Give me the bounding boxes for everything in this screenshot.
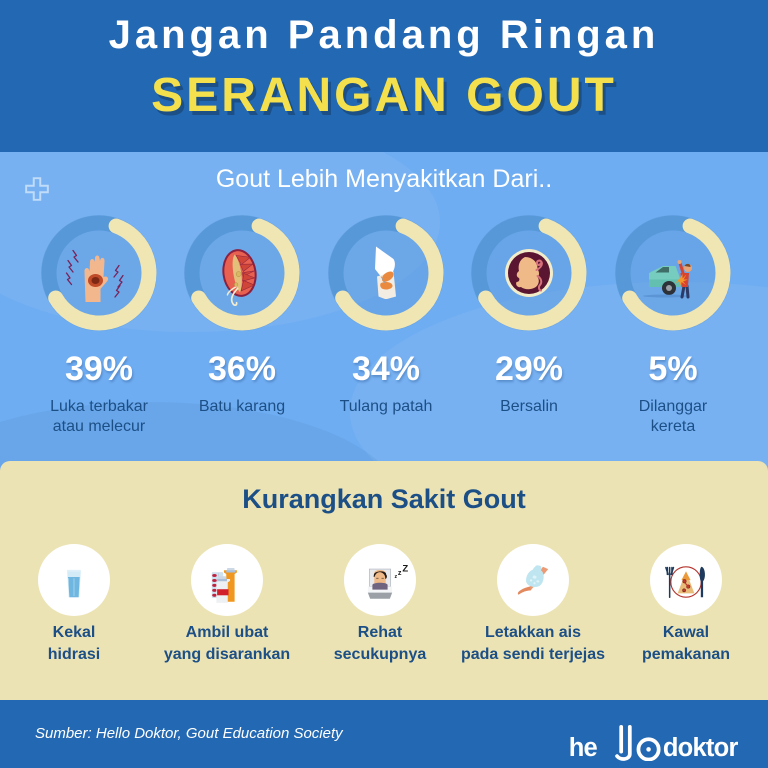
svg-text:Z: Z	[402, 563, 408, 574]
svg-text:he: he	[570, 734, 598, 761]
svg-text:z: z	[394, 574, 397, 580]
svg-text:z: z	[398, 568, 402, 577]
svg-text:doktor: doktor	[663, 734, 738, 761]
